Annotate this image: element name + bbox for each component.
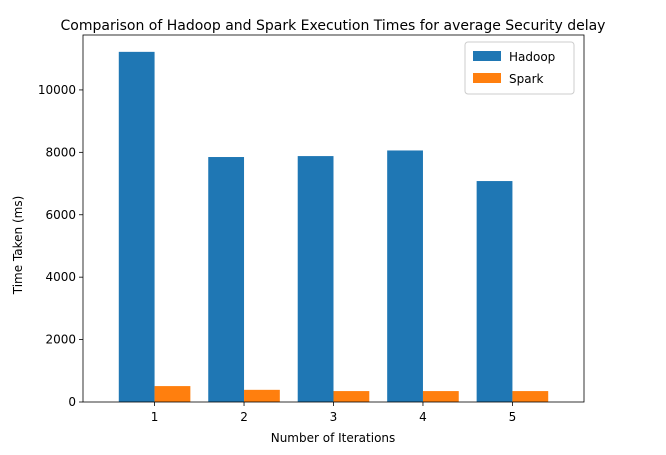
x-tick-label: 3	[330, 410, 338, 424]
bar-spark-5	[512, 391, 549, 402]
legend-label-spark: Spark	[509, 72, 544, 86]
y-tick-label: 8000	[45, 145, 76, 159]
bar-hadoop-2	[208, 157, 245, 402]
plot-area	[118, 51, 549, 402]
y-tick-label: 6000	[45, 208, 76, 222]
bar-spark-4	[422, 391, 459, 402]
y-axis-label: Time Taken (ms)	[11, 196, 25, 296]
axes: 0 2000 4000 6000 8000 10000 1 2 3 4 5	[38, 34, 585, 424]
y-tick-label: 4000	[45, 270, 76, 284]
chart-title: Comparison of Hadoop and Spark Execution…	[61, 18, 606, 34]
x-tick-label: 5	[509, 410, 517, 424]
bar-spark-2	[244, 389, 280, 402]
legend-swatch-hadoop	[473, 51, 501, 61]
x-tick-label: 2	[240, 410, 248, 424]
y-tick-label: 0	[68, 395, 76, 409]
x-tick-label: 4	[419, 410, 427, 424]
y-tick-label: 10000	[38, 83, 76, 97]
y-tick-label: 2000	[45, 333, 76, 347]
bar-hadoop-4	[387, 150, 423, 402]
legend: Hadoop Spark	[464, 41, 575, 95]
bar-hadoop-5	[476, 181, 513, 402]
x-tick-label: 1	[151, 410, 159, 424]
bar-spark-1	[154, 386, 191, 402]
bar-hadoop-3	[297, 156, 334, 402]
legend-swatch-spark	[473, 73, 501, 83]
x-axis-label: Number of Iterations	[271, 431, 396, 445]
bar-spark-3	[333, 391, 370, 402]
legend-label-hadoop: Hadoop	[509, 50, 555, 64]
bar-hadoop-1	[118, 51, 155, 402]
